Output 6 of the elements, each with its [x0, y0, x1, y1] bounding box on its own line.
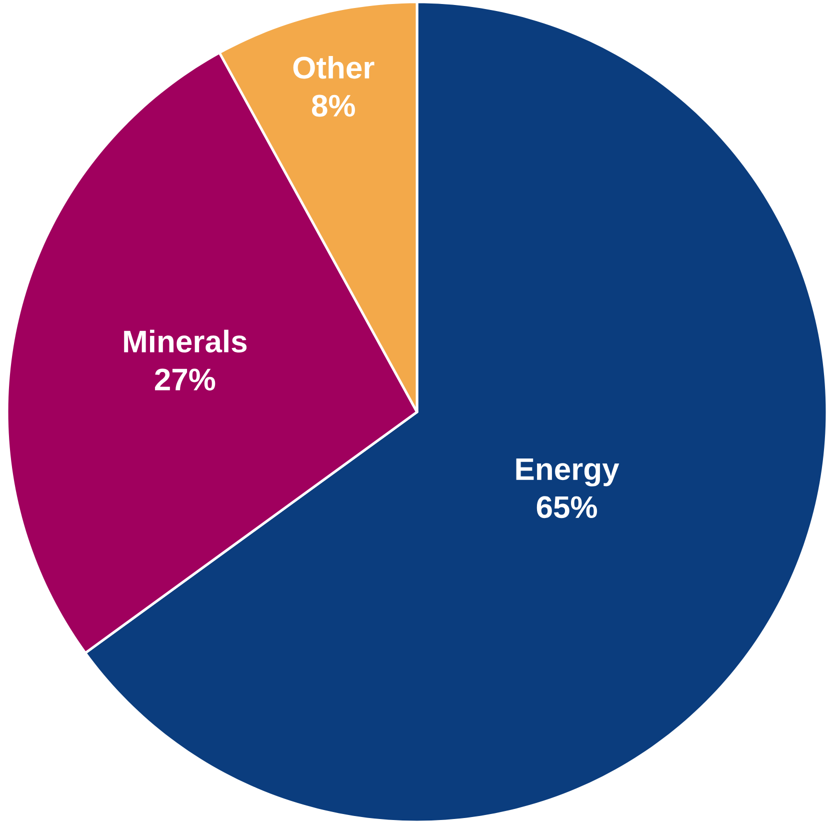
slice-label: Other — [293, 56, 374, 79]
data-label: 65% — [536, 496, 597, 518]
data-label: 27% — [154, 368, 216, 390]
slice-label: Minerals — [124, 330, 247, 353]
data-label: 8% — [312, 94, 355, 117]
slice-label: Energy — [516, 458, 620, 486]
